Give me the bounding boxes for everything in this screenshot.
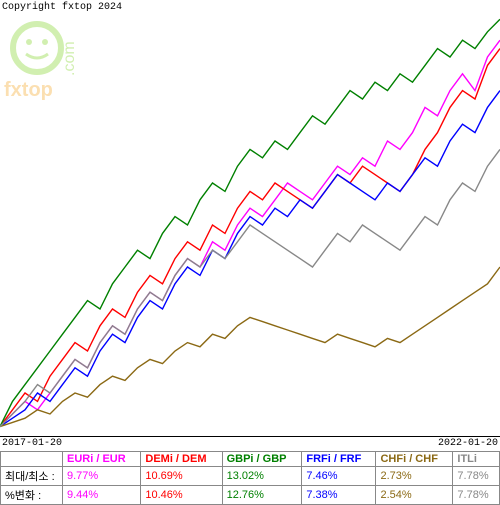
cell-change: 2.54% bbox=[376, 486, 453, 505]
cell-max: 2.73% bbox=[376, 467, 453, 486]
col-header: ITLi bbox=[453, 452, 500, 467]
cell-change: 12.76% bbox=[222, 486, 302, 505]
col-header: CHFi / CHF bbox=[376, 452, 453, 467]
table-corner bbox=[1, 452, 63, 467]
row-label-max: 최대/최소 : bbox=[1, 467, 63, 486]
cell-max: 13.02% bbox=[222, 467, 302, 486]
line-chart bbox=[0, 15, 500, 435]
cell-max: 7.78% bbox=[453, 467, 500, 486]
cell-change: 7.38% bbox=[302, 486, 376, 505]
cell-max: 10.69% bbox=[141, 467, 222, 486]
date-start-label: 2017-01-20 bbox=[2, 438, 62, 449]
col-header: EURi / EUR bbox=[63, 452, 141, 467]
x-axis: 2017-01-20 2022-01-20 bbox=[0, 436, 500, 450]
stats-table: EURi / EURDEMi / DEMGBPi / GBPFRFi / FRF… bbox=[0, 451, 500, 505]
col-header: FRFi / FRF bbox=[302, 452, 376, 467]
row-label-change: %변화 : bbox=[1, 486, 63, 505]
cell-max: 9.77% bbox=[63, 467, 141, 486]
cell-change: 10.46% bbox=[141, 486, 222, 505]
col-header: DEMi / DEM bbox=[141, 452, 222, 467]
series-line bbox=[0, 49, 500, 427]
col-header: GBPi / GBP bbox=[222, 452, 302, 467]
series-line bbox=[0, 19, 500, 426]
cell-max: 7.46% bbox=[302, 467, 376, 486]
cell-change: 9.44% bbox=[63, 486, 141, 505]
date-end-label: 2022-01-20 bbox=[438, 438, 498, 449]
cell-change: 7.78% bbox=[453, 486, 500, 505]
series-line bbox=[0, 91, 500, 427]
series-line bbox=[0, 267, 500, 427]
copyright-text: Copyright fxtop 2024 bbox=[2, 2, 122, 13]
